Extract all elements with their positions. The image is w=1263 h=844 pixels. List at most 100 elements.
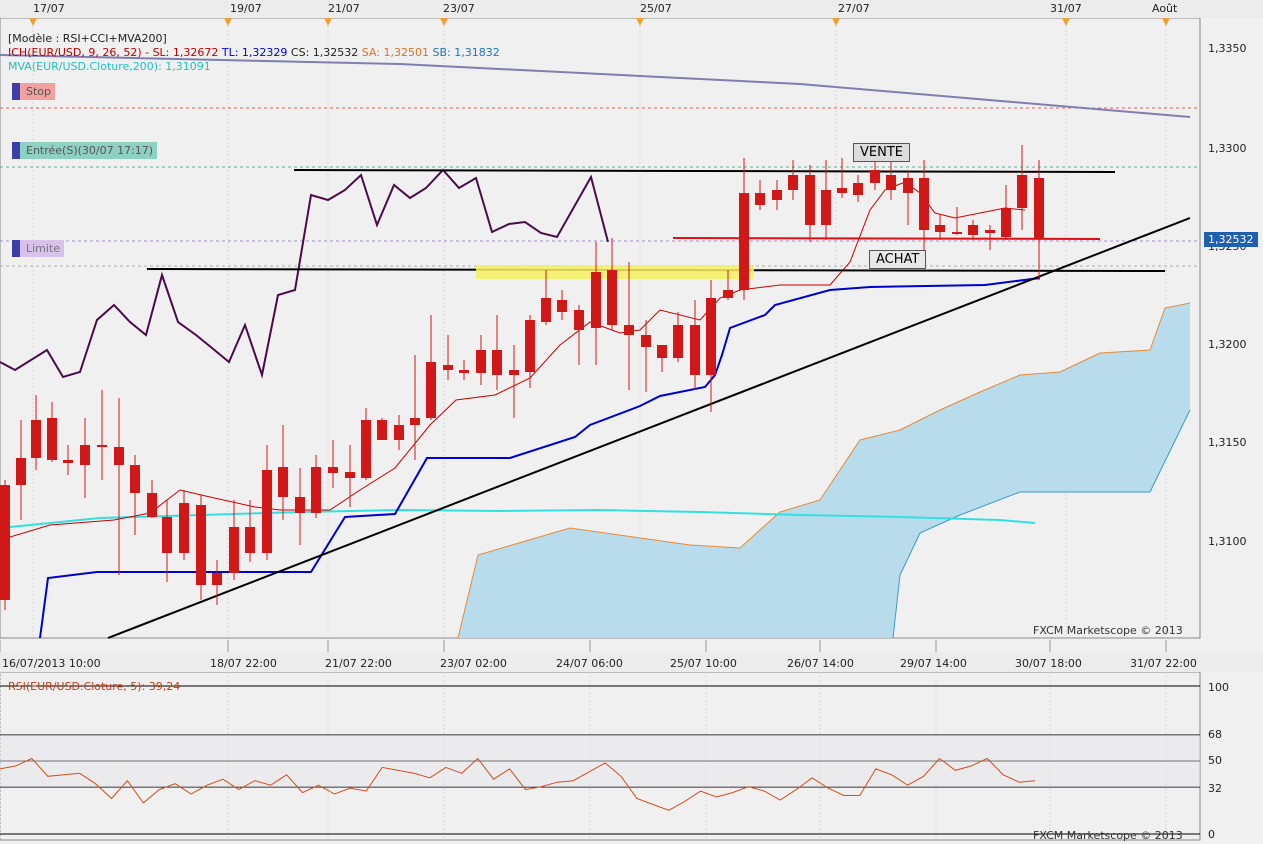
date-marker-icon: [1062, 18, 1070, 26]
candle-body: [0, 485, 10, 600]
candle-body: [919, 178, 929, 230]
candle-body: [80, 445, 90, 465]
stop-tag[interactable]: Stop: [12, 83, 56, 100]
rsi-level: 0: [1208, 828, 1215, 841]
candle-body: [459, 370, 469, 373]
candle-body: [952, 232, 962, 234]
watermark-main: FXCM Marketscope © 2013: [1033, 624, 1183, 637]
date-marker-icon: [29, 18, 37, 26]
candle-body: [278, 467, 288, 497]
top-date: 21/07: [328, 2, 360, 15]
sb-label: SB: 1,31832: [432, 46, 500, 59]
limit-tag[interactable]: Limite: [12, 240, 65, 257]
price-tick: 1,3200: [1208, 338, 1247, 351]
candle-body: [410, 418, 420, 425]
candle-body: [394, 425, 404, 440]
candle-body: [328, 467, 338, 473]
entry-tag[interactable]: Entrée(S)(30/07 17:17): [12, 142, 158, 159]
candle-body: [162, 517, 172, 553]
candle-body: [968, 225, 978, 235]
stop-label: Stop: [26, 85, 52, 98]
candle-body: [641, 335, 651, 347]
rsi-level: 50: [1208, 754, 1222, 767]
candle-body: [47, 418, 57, 460]
stop-marker-icon: [12, 83, 20, 100]
red-level-line: [672, 237, 1101, 240]
candle-body: [63, 460, 73, 463]
ichimoku-cloud: [458, 303, 1190, 638]
entry-marker-icon: [12, 142, 20, 159]
bottom-date: 23/07 02:00: [440, 657, 507, 670]
bottom-date: 25/07 10:00: [670, 657, 737, 670]
date-marker-icon: [636, 18, 644, 26]
bottom-date: 18/07 22:00: [210, 657, 277, 670]
ichimoku-legend: ICH(EUR/USD, 9, 26, 52) - SL: 1,32672 TL…: [8, 46, 500, 59]
candle-body: [147, 493, 157, 517]
candle-body: [557, 300, 567, 312]
candle-body: [114, 447, 124, 465]
price-tick: 1,3350: [1208, 42, 1247, 55]
price-tick: 1,3300: [1208, 142, 1247, 155]
candle-body: [607, 270, 617, 325]
candle-body: [1017, 175, 1027, 208]
candle-body: [903, 178, 913, 193]
candle-body: [657, 345, 667, 358]
date-marker-icon: [224, 18, 232, 26]
candle-body: [706, 298, 716, 375]
top-date: 31/07: [1050, 2, 1082, 15]
rsi-level: 68: [1208, 728, 1222, 741]
candle-body: [229, 527, 239, 573]
rsi-level: 32: [1208, 782, 1222, 795]
bottom-date: 31/07 22:00: [1130, 657, 1197, 670]
top-date: 19/07: [230, 2, 262, 15]
senkou-span-a: [457, 302, 1191, 639]
candle-body: [1001, 208, 1011, 237]
candle-body: [624, 325, 634, 335]
current-price-badge: 1,32532: [1204, 232, 1258, 247]
rsi-line: [0, 757, 1036, 811]
candle-body: [130, 465, 140, 493]
candle-body: [805, 175, 815, 225]
candle-body: [377, 420, 387, 440]
bottom-date: 30/07 18:00: [1015, 657, 1082, 670]
top-date: 25/07: [640, 2, 672, 15]
date-marker-icon: [1162, 18, 1170, 26]
candle-body: [853, 183, 863, 195]
candle-body: [179, 503, 189, 553]
candle-body: [591, 272, 601, 328]
rsi-label: RSI(EUR/USD.Cloture, 5): 39,24: [8, 680, 181, 693]
candle-body: [476, 350, 486, 373]
bottom-date: 26/07 14:00: [787, 657, 854, 670]
rsi-level: 100: [1208, 681, 1229, 694]
candle-body: [31, 420, 41, 458]
senkou-span-b: [892, 409, 1191, 639]
candle-body: [574, 310, 584, 330]
entry-label: Entrée(S)(30/07 17:17): [26, 144, 154, 157]
candle-body: [212, 573, 222, 585]
candle-body: [821, 190, 831, 225]
candle-body: [690, 325, 700, 375]
candle-body: [295, 497, 305, 513]
candle-body: [97, 445, 107, 447]
sa-label: SA: 1,32501: [361, 46, 429, 59]
top-date: 17/07: [33, 2, 65, 15]
candle-body: [837, 188, 847, 193]
candle-body: [935, 225, 945, 232]
candle-body: [492, 350, 502, 375]
cci-line: [0, 168, 609, 379]
candle-body: [886, 175, 896, 190]
model-label: [Modèle : RSI+CCI+MVA200]: [8, 32, 167, 45]
candle-body: [262, 470, 272, 553]
kijun-line: [39, 277, 1041, 639]
candle-body: [361, 420, 371, 478]
top-date: 23/07: [443, 2, 475, 15]
candle-body: [196, 505, 206, 585]
buy-annotation: ACHAT: [869, 250, 927, 269]
date-marker-icon: [832, 18, 840, 26]
mva-label: MVA(EUR/USD.Cloture,200): 1,31091: [8, 60, 211, 73]
candle-body: [985, 230, 995, 233]
candle-body: [755, 193, 765, 205]
candle-body: [772, 190, 782, 200]
